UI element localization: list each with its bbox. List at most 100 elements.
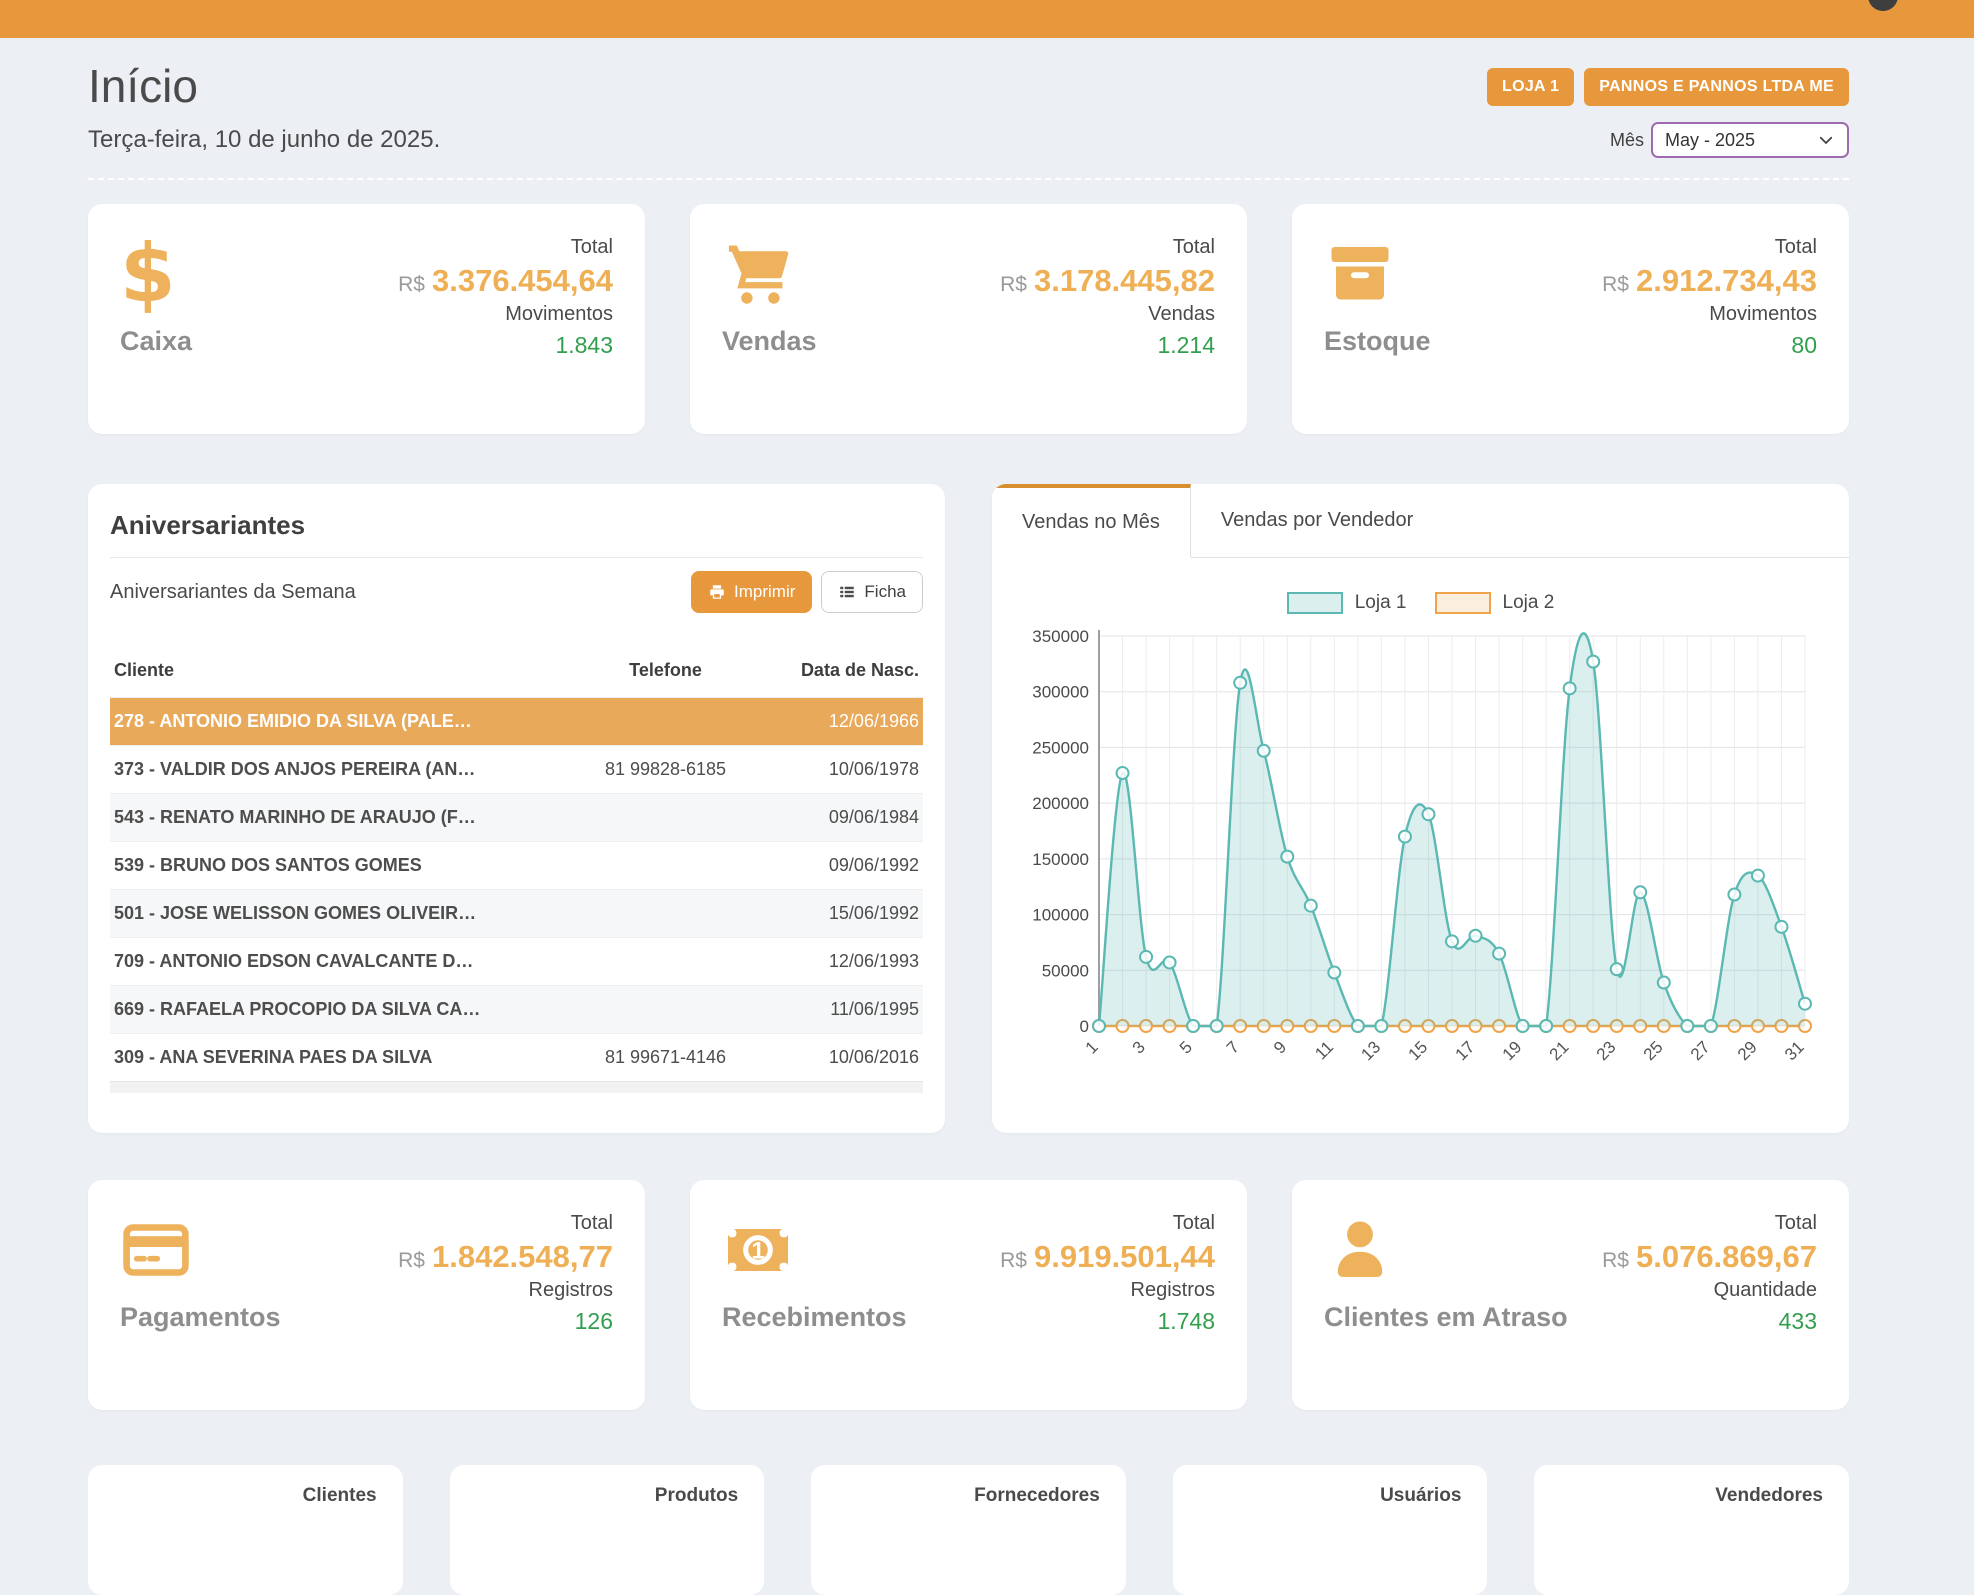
tab-vendas-por-vendedor[interactable]: Vendas por Vendedor — [1191, 484, 1443, 557]
mini-card-title: Usuários — [1199, 1485, 1462, 1507]
company-badge-button[interactable]: PANNOS E PANNOS LTDA ME — [1584, 68, 1849, 106]
cell-telefone — [558, 842, 773, 890]
ficha-button[interactable]: Ficha — [821, 571, 923, 613]
legend-swatch-loja2 — [1435, 592, 1491, 614]
stat-card: Vendas Total R$3.178.445,82 Vendas 1.214 — [690, 204, 1247, 434]
total-label: Total — [1602, 236, 1817, 259]
currency-prefix: R$ — [1000, 1249, 1027, 1272]
svg-text:1: 1 — [1081, 1037, 1101, 1057]
cell-cliente: 501 - JOSE WELISSON GOMES OLIVEIR… — [110, 890, 558, 938]
svg-text:1: 1 — [751, 1237, 764, 1264]
svg-text:21: 21 — [1545, 1037, 1572, 1064]
total-value: 5.076.869,67 — [1636, 1239, 1817, 1274]
total-label: Total — [1000, 1212, 1215, 1235]
cell-telefone — [558, 986, 773, 1034]
stat-card: 1 Recebimentos Total R$9.919.501,44 Regi… — [690, 1180, 1247, 1410]
stat-card: $ Caixa Total R$3.376.454,64 Movimentos … — [88, 204, 645, 434]
avatar[interactable] — [1868, 0, 1898, 11]
mini-cards-row: Clientes Produtos Fornecedores Usuários … — [88, 1465, 1849, 1595]
sales-tabs: Vendas no Mês Vendas por Vendedor — [992, 484, 1849, 558]
legend-item-loja2[interactable]: Loja 2 — [1435, 592, 1555, 614]
table-row[interactable]: 501 - JOSE WELISSON GOMES OLIVEIR… 15/06… — [110, 890, 923, 938]
legend-label-loja2: Loja 2 — [1503, 592, 1555, 614]
count-label: Vendas — [1000, 303, 1215, 326]
cell-cliente: 709 - ANTONIO EDSON CAVALCANTE D… — [110, 938, 558, 986]
svg-text:7: 7 — [1222, 1037, 1242, 1057]
month-label: Mês — [1610, 130, 1644, 151]
tab-vendas-no-mes[interactable]: Vendas no Mês — [992, 484, 1191, 557]
sales-month-chart: 0500001000001500002000002500003000003500… — [1021, 620, 1821, 1090]
total-value: 3.376.454,64 — [432, 263, 613, 298]
mini-card: Fornecedores — [811, 1465, 1126, 1595]
total-value: 2.912.734,43 — [1636, 263, 1817, 298]
top-navbar — [0, 0, 1974, 38]
card-title: Caixa — [120, 326, 192, 357]
main-content: Início LOJA 1 PANNOS E PANNOS LTDA ME Te… — [88, 38, 1849, 1595]
count-value: 433 — [1602, 1308, 1817, 1335]
svg-text:27: 27 — [1686, 1037, 1713, 1064]
legend-item-loja1[interactable]: Loja 1 — [1287, 592, 1407, 614]
cell-nascimento: 15/06/1992 — [773, 890, 923, 938]
print-button[interactable]: Imprimir — [691, 571, 812, 613]
cell-cliente: 543 - RENATO MARINHO DE ARAUJO (F… — [110, 794, 558, 842]
birthdays-table-body: 278 - ANTONIO EMIDIO DA SILVA (PALE… 12/… — [110, 698, 923, 1082]
cell-telefone: 81 99671-4146 — [558, 1034, 773, 1082]
month-picker: Mês May - 2025 — [1610, 122, 1849, 158]
cell-cliente: 539 - BRUNO DOS SANTOS GOMES — [110, 842, 558, 890]
currency-prefix: R$ — [1000, 273, 1027, 296]
svg-text:300000: 300000 — [1032, 683, 1089, 702]
user-icon — [1324, 1214, 1396, 1286]
cell-telefone — [558, 794, 773, 842]
svg-text:150000: 150000 — [1032, 850, 1089, 869]
svg-text:250000: 250000 — [1032, 738, 1089, 757]
table-row[interactable]: 309 - ANA SEVERINA PAES DA SILVA 81 9967… — [110, 1034, 923, 1082]
column-header-cliente: Cliente — [110, 648, 558, 698]
current-date: Terça-feira, 10 de junho de 2025. — [88, 126, 440, 154]
month-select[interactable]: May - 2025 — [1651, 122, 1849, 158]
count-value: 1.748 — [1000, 1308, 1215, 1335]
count-value: 1.843 — [398, 332, 613, 359]
svg-text:19: 19 — [1498, 1037, 1525, 1064]
count-value: 1.214 — [1000, 332, 1215, 359]
column-header-telefone: Telefone — [558, 648, 773, 698]
header-row: Início LOJA 1 PANNOS E PANNOS LTDA ME — [88, 56, 1849, 116]
svg-text:25: 25 — [1639, 1037, 1666, 1064]
total-label: Total — [1000, 236, 1215, 259]
cell-nascimento: 10/06/2016 — [773, 1034, 923, 1082]
panels-row: Aniversariantes Aniversariantes da Seman… — [88, 484, 1849, 1133]
svg-text:13: 13 — [1357, 1037, 1384, 1064]
stat-card: Pagamentos Total R$1.842.548,77 Registro… — [88, 1180, 645, 1410]
cell-nascimento: 10/06/1978 — [773, 746, 923, 794]
count-label: Movimentos — [398, 303, 613, 326]
stat-cards-row: $ Caixa Total R$3.376.454,64 Movimentos … — [88, 204, 1849, 434]
card-title: Recebimentos — [722, 1302, 907, 1333]
svg-text:5: 5 — [1175, 1037, 1195, 1057]
store-badge-button[interactable]: LOJA 1 — [1487, 68, 1574, 106]
sales-panel: Vendas no Mês Vendas por Vendedor Loja 1… — [992, 484, 1849, 1133]
table-row[interactable]: 543 - RENATO MARINHO DE ARAUJO (F… 09/06… — [110, 794, 923, 842]
printer-icon — [708, 583, 726, 601]
svg-text:9: 9 — [1269, 1037, 1289, 1057]
svg-text:100000: 100000 — [1032, 906, 1089, 925]
mini-card: Usuários — [1173, 1465, 1488, 1595]
mini-card: Vendedores — [1534, 1465, 1849, 1595]
card-title: Pagamentos — [120, 1302, 281, 1333]
partial-next-row — [110, 1081, 923, 1093]
count-label: Quantidade — [1602, 1279, 1817, 1302]
count-value: 126 — [398, 1308, 613, 1335]
total-value: 3.178.445,82 — [1034, 263, 1215, 298]
table-row[interactable]: 373 - VALDIR DOS ANJOS PEREIRA (AN… 81 9… — [110, 746, 923, 794]
table-row[interactable]: 669 - RAFAELA PROCOPIO DA SILVA CA… 11/0… — [110, 986, 923, 1034]
currency-prefix: R$ — [398, 1249, 425, 1272]
birthdays-table: Cliente Telefone Data de Nasc. 278 - ANT… — [110, 648, 923, 1081]
table-row[interactable]: 278 - ANTONIO EMIDIO DA SILVA (PALE… 12/… — [110, 698, 923, 746]
card-title: Clientes em Atraso — [1324, 1302, 1568, 1333]
table-row[interactable]: 709 - ANTONIO EDSON CAVALCANTE D… 12/06/… — [110, 938, 923, 986]
mini-card-title: Fornecedores — [837, 1485, 1100, 1507]
birthdays-title: Aniversariantes — [110, 502, 923, 558]
legend-swatch-loja1 — [1287, 592, 1343, 614]
archive-box-icon — [1324, 238, 1396, 310]
table-row[interactable]: 539 - BRUNO DOS SANTOS GOMES 09/06/1992 — [110, 842, 923, 890]
birthdays-subtitle: Aniversariantes da Semana — [110, 581, 356, 604]
dollar-sign-icon: $ — [120, 238, 192, 310]
